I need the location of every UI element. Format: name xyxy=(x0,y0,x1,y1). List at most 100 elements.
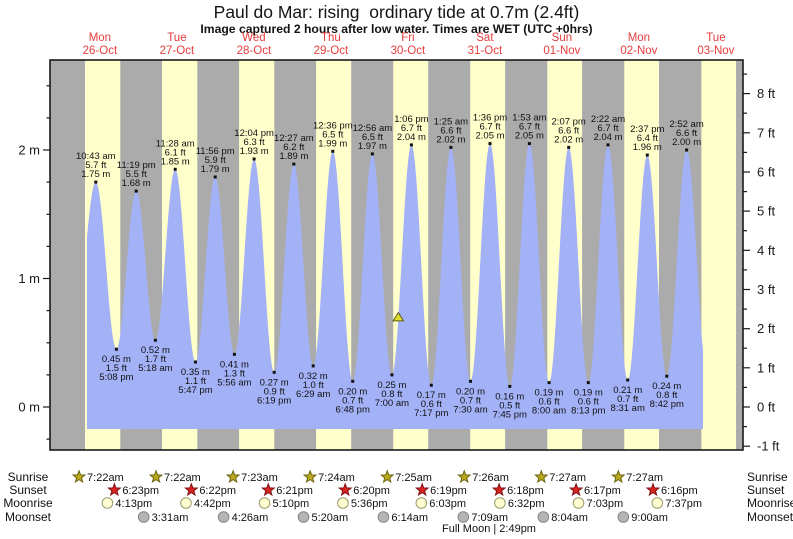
tide-extreme-dot xyxy=(645,153,649,157)
tide-extreme-dot xyxy=(685,148,689,152)
low-tide-label: 5:56 am xyxy=(217,377,251,388)
high-tide-label: 6.5 ft xyxy=(322,129,343,140)
row-label-sunset-right: Sunset xyxy=(747,483,785,497)
sunrise-star-icon xyxy=(457,469,472,484)
moonset-moon-icon xyxy=(457,511,470,523)
high-tide-label: 1:36 pm xyxy=(473,113,507,124)
tide-extreme-dot xyxy=(429,383,433,387)
moonrise-time: 4:13pm xyxy=(115,498,152,510)
tide-extreme-dot xyxy=(114,347,118,351)
current-level-marker-icon xyxy=(392,311,405,322)
moonrise-moon-icon xyxy=(651,497,664,509)
high-tide-label: 1.89 m xyxy=(279,151,308,162)
low-tide-label: 8:42 pm xyxy=(650,399,684,410)
moonset-moon-icon xyxy=(297,511,310,523)
high-tide-label: 12:56 am xyxy=(353,123,393,134)
tide-extreme-dot xyxy=(409,143,413,147)
moonrise-moon-icon xyxy=(258,497,271,509)
day-date-label: 29-Oct xyxy=(314,45,349,57)
tide-extreme-dot xyxy=(527,142,531,146)
y-axis-label-right: -1 ft xyxy=(757,439,780,454)
y-axis-label-right: 4 ft xyxy=(757,243,775,258)
high-tide-label: 2:22 am xyxy=(591,114,625,125)
moonrise-time: 7:37pm xyxy=(665,498,702,510)
sunset-star-icon xyxy=(184,482,199,497)
row-label-moonrise-right: Moonrise xyxy=(747,496,793,510)
y-axis-label-right: 5 ft xyxy=(757,204,775,219)
moonset-moon-icon xyxy=(137,511,150,523)
moonrise-time: 5:36pm xyxy=(351,498,388,510)
high-tide-label: 5.9 ft xyxy=(205,155,226,166)
moonrise-moon-icon xyxy=(572,497,585,509)
moonset-moon-icon xyxy=(537,511,550,523)
low-tide-label: 0.52 m xyxy=(141,345,170,356)
high-tide-label: 12:27 am xyxy=(274,133,314,144)
tide-extreme-dot xyxy=(469,379,472,383)
chart-title: Paul do Mar: rising ordinary tide at 0.7… xyxy=(213,2,580,22)
moonset-moon-icon xyxy=(217,511,230,523)
tide-extreme-dot xyxy=(547,381,551,385)
high-tide-label: 5.7 ft xyxy=(85,160,106,171)
sunset-time: 6:21pm xyxy=(276,485,313,497)
low-tide-label: 7:30 am xyxy=(453,404,487,415)
tide-extreme-dot xyxy=(606,143,610,147)
tide-extreme-dot xyxy=(252,157,256,161)
high-tide-label: 12:04 pm xyxy=(234,128,274,139)
moonset-time: 3:31am xyxy=(152,512,189,524)
y-axis-label-right: 6 ft xyxy=(757,164,775,179)
y-axis-label-right: 8 ft xyxy=(757,86,775,101)
moonset-time: 4:26am xyxy=(232,512,269,524)
moonset-time: 6:14am xyxy=(391,512,428,524)
row-label-moonset-right: Moonset xyxy=(747,510,793,524)
sunset-time: 6:18pm xyxy=(507,485,544,497)
high-tide-label: 6.2 ft xyxy=(283,142,304,153)
low-tide-label: 6:29 am xyxy=(296,389,330,400)
tide-extreme-dot xyxy=(232,352,236,356)
low-tide-label: 0.6 ft xyxy=(421,399,442,410)
high-tide-label: 2.04 m xyxy=(593,132,622,143)
moonrise-moon-icon xyxy=(101,497,114,509)
tide-extreme-dot xyxy=(194,360,197,364)
sunset-time: 6:17pm xyxy=(584,485,621,497)
high-tide-label: 6.7 ft xyxy=(597,123,618,134)
high-tide-label: 1.79 m xyxy=(201,164,230,175)
day-name-label: Mon xyxy=(628,32,650,44)
high-tide-label: 2.02 m xyxy=(436,134,465,145)
sunset-star-icon xyxy=(645,482,661,497)
sunrise-time: 7:22am xyxy=(164,472,201,484)
tide-extreme-dot xyxy=(134,189,138,193)
high-tide-label: 1.97 m xyxy=(358,141,387,152)
sunrise-time: 7:27am xyxy=(626,472,663,484)
high-tide-label: 6.5 ft xyxy=(362,132,383,143)
day-date-label: 28-Oct xyxy=(237,45,272,57)
day-date-label: 27-Oct xyxy=(160,45,195,57)
sunrise-star-icon xyxy=(379,469,395,484)
high-tide-label: 1.85 m xyxy=(161,156,190,167)
high-tide-label: 6.1 ft xyxy=(165,147,186,158)
low-tide-label: 1.0 ft xyxy=(303,380,324,391)
plot-border xyxy=(49,59,744,451)
high-tide-label: 2.05 m xyxy=(515,131,544,142)
high-tide-label: 1.68 m xyxy=(122,178,151,189)
day-date-label: 31-Oct xyxy=(468,45,503,57)
moonrise-moon-icon xyxy=(494,497,506,509)
high-tide-label: 6.6 ft xyxy=(440,125,461,136)
y-axis-label-right: 1 ft xyxy=(757,360,775,375)
high-tide-label: 1:53 am xyxy=(512,113,546,124)
moonset-time: 9:00am xyxy=(631,512,668,524)
day-date-label: 02-Nov xyxy=(620,45,657,57)
moonrise-time: 6:32pm xyxy=(508,498,545,510)
low-tide-label: 8:00 am xyxy=(532,406,566,417)
low-tide-label: 0.9 ft xyxy=(264,386,285,397)
low-tide-label: 5:08 pm xyxy=(99,372,133,383)
y-axis-label-right: 7 ft xyxy=(757,125,775,140)
day-date-label: 26-Oct xyxy=(83,45,118,57)
day-name-label: Sat xyxy=(476,32,494,44)
low-tide-label: 5:18 am xyxy=(138,363,172,374)
sunset-star-icon xyxy=(568,482,584,497)
day-name-label: Fri xyxy=(401,32,414,44)
high-tide-label: 2:37 pm xyxy=(630,124,664,135)
sunrise-star-icon xyxy=(225,469,241,484)
high-tide-label: 6.7 ft xyxy=(519,122,540,133)
